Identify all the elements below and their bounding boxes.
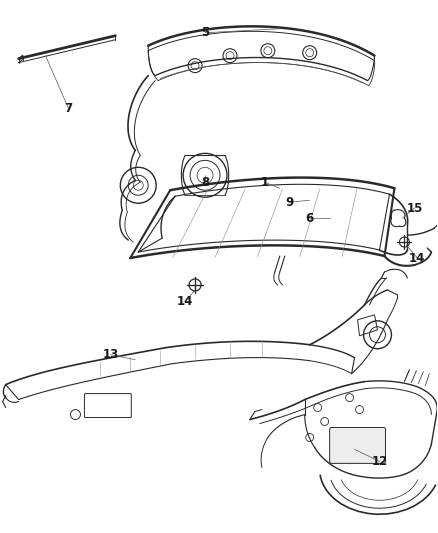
Text: 15: 15 <box>406 201 423 215</box>
Text: 5: 5 <box>201 26 209 39</box>
FancyBboxPatch shape <box>330 427 385 463</box>
Text: 14: 14 <box>409 252 426 264</box>
Text: 14: 14 <box>177 295 193 309</box>
Text: 6: 6 <box>306 212 314 224</box>
Text: 12: 12 <box>371 455 388 468</box>
Text: 9: 9 <box>286 196 294 209</box>
Text: 13: 13 <box>102 348 118 361</box>
FancyBboxPatch shape <box>85 393 131 417</box>
Text: 7: 7 <box>64 102 73 115</box>
Text: 8: 8 <box>201 176 209 189</box>
Text: 1: 1 <box>261 176 269 189</box>
